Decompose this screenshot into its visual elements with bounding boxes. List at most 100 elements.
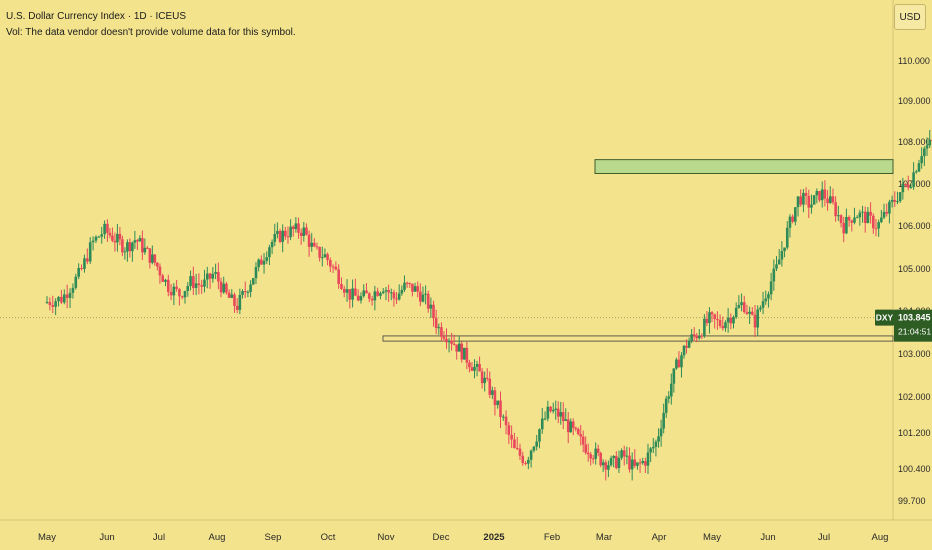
candle [761,291,765,315]
candle-body [794,207,797,222]
candle-body [178,288,181,297]
candle [284,226,287,240]
candle-body [246,291,250,293]
candle [178,288,181,306]
candle [158,263,162,284]
candle [351,279,354,308]
candle-body [97,236,101,238]
candle [791,214,794,224]
candle [513,432,516,449]
candle-body [615,455,618,469]
candle [904,183,907,188]
currency-button[interactable]: USD [894,4,926,30]
candle [166,274,170,297]
candle [329,257,332,273]
candle-body [753,314,757,328]
candle-body [235,305,239,310]
candle [485,368,489,382]
candle [133,230,137,249]
candle [403,275,406,292]
candle [501,414,505,421]
candle-body [788,216,792,228]
candle [532,445,536,453]
candle-body [831,196,835,203]
candle [914,169,918,174]
candle [847,215,851,227]
candle-body [131,242,134,252]
candle-body [604,462,608,470]
candle-body [551,409,555,412]
candle-body [143,247,147,253]
candle [153,254,157,266]
candle-body [192,276,195,289]
candle [601,459,605,472]
candle [923,146,926,167]
candle [183,290,187,304]
candle [783,247,786,258]
candle [877,219,880,237]
symbol-title: U.S. Dollar Currency Index · 1D · ICEUS [6,11,187,22]
candle-body [289,226,292,238]
volume-note: Vol: The data vendor doesn't provide vol… [6,27,296,38]
candle [241,289,244,299]
candle [551,402,555,414]
candle-body [594,448,597,459]
candle-body [620,450,623,458]
candle-body [161,275,165,282]
candle-body [488,378,492,395]
candle-body [77,268,80,277]
candle-body [920,156,923,164]
candle [141,230,144,260]
candle [751,307,754,316]
candle [281,224,284,253]
candle-body [45,302,49,304]
candle [337,264,340,289]
candle-body [853,217,856,223]
candle [842,216,846,243]
candle-body [392,292,396,299]
candle [74,273,78,290]
candle-body [888,201,891,214]
candle-body [387,290,390,293]
candle-body [810,204,813,208]
candle [807,189,811,219]
candle-body [928,139,932,146]
candle-body [904,184,907,186]
candle-body [826,198,829,203]
candle-body [260,259,263,265]
candle-body [381,291,385,294]
candle [622,445,626,466]
candle [826,190,829,211]
candle-body [445,338,448,343]
candle-body [411,283,414,292]
candle [203,269,206,293]
candle-body [680,355,683,368]
candle-body [713,314,716,320]
candle [222,276,226,295]
candle-body [379,293,382,296]
candle-body [373,291,377,301]
candle [334,261,338,271]
candle [880,209,883,224]
candle-body [885,211,889,214]
candle [445,328,448,349]
candle [192,266,195,295]
candle [392,289,396,307]
candle-body [837,215,840,217]
candle-body [581,436,585,445]
candle [483,371,486,392]
candle-body [403,282,406,290]
candle [356,289,360,302]
candle-body [126,242,129,252]
candle-body [370,298,374,301]
time-tick-label: Aug [209,532,226,543]
candle [340,277,343,290]
candle [217,262,220,290]
candle-body [554,408,558,410]
candle-body [376,291,379,296]
candle-body [389,292,393,294]
candle-body [186,286,190,292]
candle [581,430,585,453]
candle-body [337,269,340,284]
